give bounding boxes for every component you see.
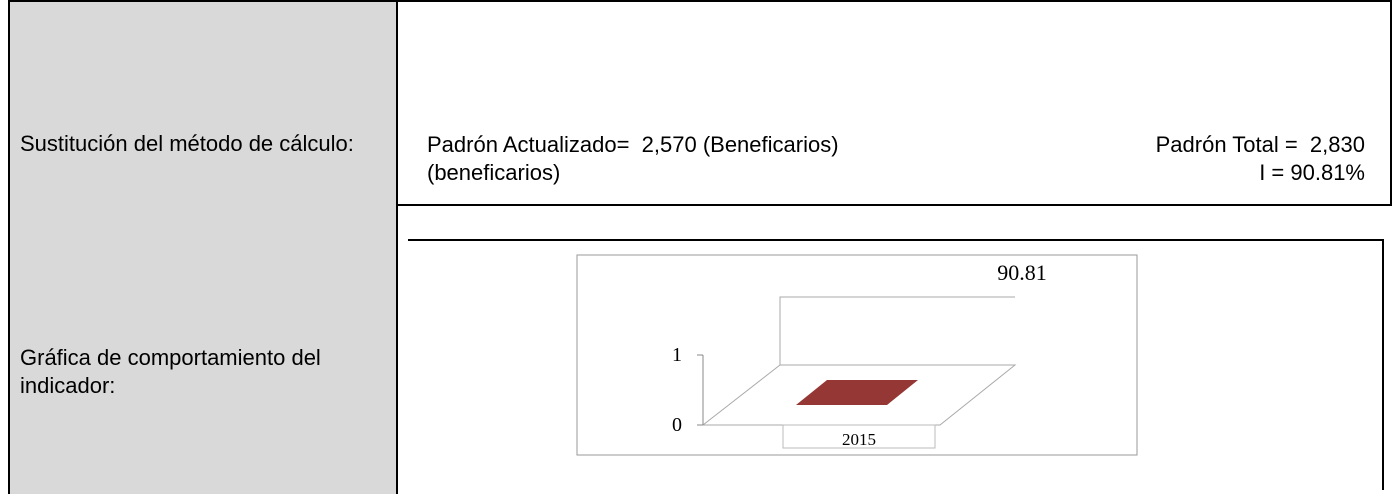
x-tick-label: 2015: [842, 430, 876, 449]
row-label: Gráfica de comportamiento del indicador:: [20, 345, 321, 398]
data-label: 90.81: [997, 260, 1047, 285]
y-tick-label: 1: [672, 344, 682, 366]
formula-text: Padrón Actualizado= 2,570 (Beneficarios): [427, 132, 839, 157]
label-cell: [8, 0, 398, 206]
formula-text: Padrón Total = 2,830: [1155, 132, 1365, 157]
bar: [796, 380, 918, 405]
chart-area: [576, 254, 1138, 456]
value-cell: [396, 0, 1392, 206]
y-tick-label: 0: [672, 414, 682, 436]
formula-text: I = 90.81%: [1259, 160, 1365, 185]
back-wall: [779, 296, 1015, 365]
formula-text: (beneficarios): [427, 160, 561, 185]
row-label: Sustitución del método de cálculo:: [20, 131, 354, 156]
category-axis: [782, 424, 936, 449]
label-cell: [8, 204, 398, 494]
